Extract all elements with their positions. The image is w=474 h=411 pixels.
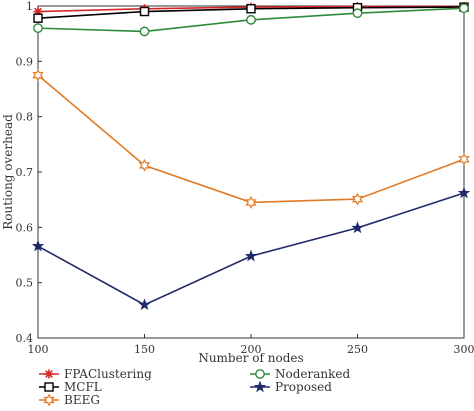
- series-beeg: [32, 68, 470, 209]
- x-axis-label: Number of nodes: [198, 351, 303, 365]
- y-tick-label: 0.8: [16, 111, 34, 124]
- data-point-beeg: [245, 195, 257, 209]
- y-tick-label: 0.4: [16, 332, 34, 345]
- data-point-proposed: [31, 239, 45, 252]
- data-point-beeg: [458, 152, 470, 166]
- data-point-proposed: [457, 186, 471, 199]
- y-tick-label: 0.9: [16, 55, 34, 68]
- legend-marker-proposed: [253, 380, 267, 393]
- data-point-mcfl: [246, 4, 256, 14]
- data-point-beeg: [351, 192, 364, 206]
- data-point-noderanked: [246, 14, 256, 25]
- y-tick-label: 1: [26, 0, 33, 13]
- x-tick-label: 150: [134, 343, 155, 356]
- legend-item-beeg: BEEG: [39, 393, 100, 407]
- x-tick-label: 300: [454, 343, 474, 356]
- series-noderanked: [33, 3, 469, 37]
- legend-item-proposed: Proposed: [250, 380, 332, 394]
- data-point-fpaclustering: [33, 7, 43, 17]
- legend-label-fpaclustering: FPAClustering: [64, 367, 152, 381]
- x-tick-label: 200: [241, 343, 262, 356]
- data-point-noderanked: [459, 3, 469, 14]
- legend-marker-fpaclustering: [44, 369, 54, 379]
- data-point-proposed: [138, 298, 151, 311]
- x-tick-label: 100: [28, 343, 49, 356]
- data-point-proposed: [244, 249, 258, 262]
- y-tick-label: 0.5: [16, 277, 34, 290]
- axis-ticks: 100 150 200 250 300 0.4 0.5 0.6 0.7 0.8 0.9 1: [16, 0, 474, 356]
- y-tick-label: 0.7: [16, 166, 34, 179]
- data-point-noderanked: [139, 26, 150, 37]
- data-point-mcfl: [139, 6, 150, 17]
- data-point-noderanked: [33, 23, 43, 34]
- data-point-noderanked: [352, 8, 363, 19]
- series-proposed: [31, 186, 471, 311]
- chart-marks: [31, 2, 471, 311]
- legend-marker-mcfl: [44, 382, 54, 392]
- plot-frame: [37, 5, 465, 339]
- legend-item-fpaclustering: FPAClustering: [39, 367, 152, 381]
- data-point-beeg: [138, 158, 151, 172]
- data-point-proposed: [351, 221, 364, 234]
- legend-item-mcfl: MCFL: [39, 380, 102, 394]
- legend-label-proposed: Proposed: [275, 380, 332, 394]
- legend-label-noderanked: Noderanked: [275, 367, 351, 381]
- y-tick-label: 0.6: [16, 221, 34, 234]
- x-tick-label: 250: [347, 343, 368, 356]
- series-line-beeg: [37, 74, 465, 204]
- legend-label-beeg: BEEG: [64, 393, 100, 407]
- legend-item-noderanked: Noderanked: [250, 367, 351, 381]
- series-mcfl: [33, 2, 469, 23]
- data-point-mcfl: [33, 13, 43, 23]
- y-axis-label: Routiong overhead: [1, 114, 15, 230]
- legend-marker-noderanked: [255, 369, 265, 379]
- data-point-beeg: [32, 68, 44, 82]
- legend-label-mcfl: MCFL: [64, 380, 102, 394]
- legend-marker-beeg: [43, 393, 55, 407]
- series-line-proposed: [37, 192, 465, 306]
